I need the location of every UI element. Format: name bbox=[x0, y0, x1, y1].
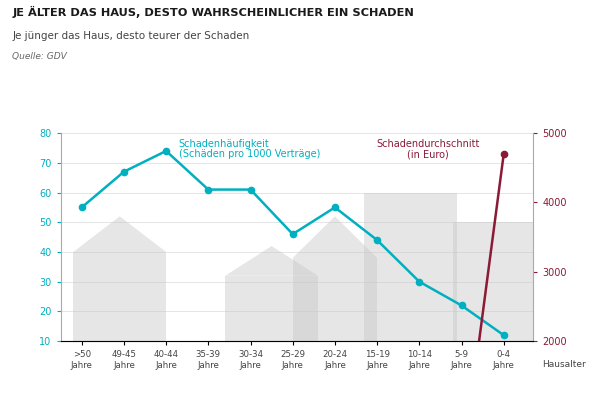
Text: Je jünger das Haus, desto teurer der Schaden: Je jünger das Haus, desto teurer der Sch… bbox=[12, 31, 250, 41]
Text: Quelle: GDV: Quelle: GDV bbox=[12, 52, 67, 61]
Bar bbox=[453, 222, 538, 341]
Bar bbox=[364, 193, 458, 341]
Bar bbox=[225, 276, 318, 341]
Polygon shape bbox=[293, 216, 377, 258]
Text: Schadendurchschnitt: Schadendurchschnitt bbox=[376, 139, 479, 149]
Bar bbox=[293, 258, 377, 341]
Text: (in Euro): (in Euro) bbox=[407, 149, 448, 159]
Text: JE ÄLTER DAS HAUS, DESTO WAHRSCHEINLICHER EIN SCHADEN: JE ÄLTER DAS HAUS, DESTO WAHRSCHEINLICHE… bbox=[12, 6, 414, 18]
Text: Hausalter: Hausalter bbox=[542, 360, 586, 369]
Text: (Schäden pro 1000 Verträge): (Schäden pro 1000 Verträge) bbox=[179, 149, 320, 159]
Polygon shape bbox=[73, 216, 166, 252]
Polygon shape bbox=[225, 246, 318, 276]
Bar bbox=[73, 252, 166, 341]
Text: Schadenhäufigkeit: Schadenhäufigkeit bbox=[179, 139, 270, 149]
